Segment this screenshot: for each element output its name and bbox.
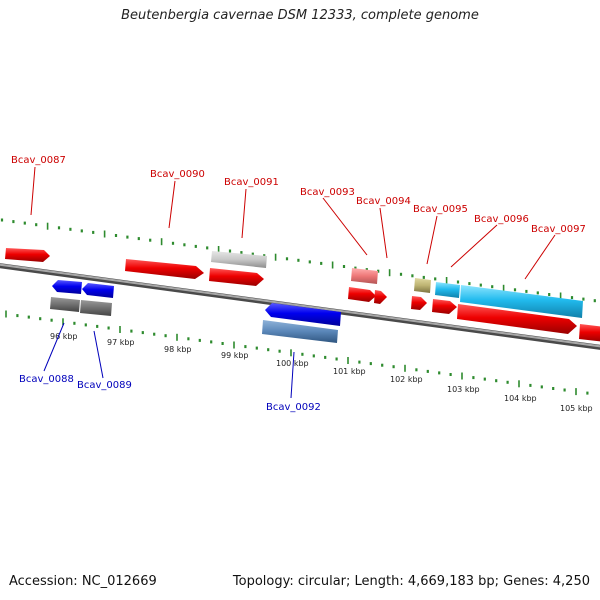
- genome-summary-text: Topology: circular; Length: 4,669,183 bp…: [232, 574, 590, 589]
- gene-feature-bcav-0090[interactable]: [125, 259, 204, 279]
- gene-feature-bcav-0095-cds[interactable]: [411, 296, 427, 310]
- kbp-label: 103 kbp: [447, 385, 480, 394]
- gene-feature-bcav-0088-gray[interactable]: [50, 297, 80, 312]
- gene-label-bcav-0090[interactable]: Bcav_0090: [150, 169, 205, 180]
- kbp-label: 104 kbp: [504, 394, 537, 403]
- gene-feature-bcav-0087[interactable]: [5, 248, 50, 262]
- gene-feature-bcav-0097[interactable]: [460, 285, 583, 318]
- kbp-label: 102 kbp: [390, 375, 423, 384]
- gene-feature-bcav-0096-cds[interactable]: [432, 299, 457, 314]
- gene-feature-bcav-0093-cds[interactable]: [348, 287, 376, 302]
- gene-feature-next[interactable]: [579, 324, 600, 342]
- gene-feature-bcav-0091-cds[interactable]: [209, 268, 264, 286]
- reverse-callout-lines: [43, 322, 295, 399]
- gene-label-bcav-0094[interactable]: Bcav_0094: [356, 196, 411, 207]
- gene-feature-bcav-0091[interactable]: [211, 251, 267, 268]
- gene-label-bcav-0096[interactable]: Bcav_0096: [474, 214, 529, 225]
- accession-text: Accession: NC_012669: [9, 574, 157, 589]
- reverse-gene-labels: Bcav_0088 Bcav_0089 Bcav_0092: [19, 374, 321, 413]
- reverse-gene-features: [50, 280, 341, 343]
- gene-label-bcav-0095[interactable]: Bcav_0095: [413, 204, 468, 215]
- kbp-label: 99 kbp: [221, 351, 249, 360]
- gene-feature-bcav-0092[interactable]: [265, 303, 341, 326]
- gene-label-bcav-0091[interactable]: Bcav_0091: [224, 177, 279, 188]
- forward-callout-lines: [30, 166, 556, 280]
- genome-title: Beutenbergia cavernae DSM 12333, complet…: [121, 8, 479, 23]
- gene-label-bcav-0093[interactable]: Bcav_0093: [300, 187, 355, 198]
- gene-label-bcav-0088[interactable]: Bcav_0088: [19, 374, 74, 385]
- gene-feature-bcav-0089[interactable]: [82, 283, 114, 298]
- kbp-axis-labels: 96 kbp 97 kbp 98 kbp 99 kbp 100 kbp 101 …: [50, 332, 593, 413]
- gene-feature-bcav-0094[interactable]: [374, 290, 387, 304]
- gene-label-bcav-0092[interactable]: Bcav_0092: [266, 402, 321, 413]
- kbp-label: 97 kbp: [107, 338, 135, 347]
- kbp-label: 101 kbp: [333, 367, 366, 376]
- forward-gene-labels: Bcav_0087 Bcav_0090 Bcav_0091 Bcav_0093 …: [11, 155, 586, 235]
- gene-feature-bcav-0089-gray[interactable]: [80, 300, 112, 316]
- gene-feature-bcav-0095[interactable]: [414, 278, 431, 293]
- gene-feature-bcav-0092-steel[interactable]: [262, 320, 338, 343]
- gene-feature-bcav-0097-cds[interactable]: [457, 304, 577, 334]
- forward-gene-features: [5, 248, 600, 342]
- gene-feature-bcav-0088[interactable]: [52, 280, 82, 294]
- kbp-label: 100 kbp: [276, 359, 309, 368]
- kbp-label: 98 kbp: [164, 345, 192, 354]
- gene-feature-bcav-0096[interactable]: [435, 282, 460, 298]
- forward-strand-ruler: [0, 218, 596, 303]
- gene-label-bcav-0089[interactable]: Bcav_0089: [77, 380, 132, 391]
- gene-label-bcav-0097[interactable]: Bcav_0097: [531, 224, 586, 235]
- kbp-label: 105 kbp: [560, 404, 593, 413]
- gene-label-bcav-0087[interactable]: Bcav_0087: [11, 155, 66, 166]
- reverse-strand-ruler: [5, 310, 589, 396]
- gene-feature-bcav-0093[interactable]: [351, 268, 378, 284]
- genome-backbone: [0, 263, 600, 350]
- kbp-label: 96 kbp: [50, 332, 78, 341]
